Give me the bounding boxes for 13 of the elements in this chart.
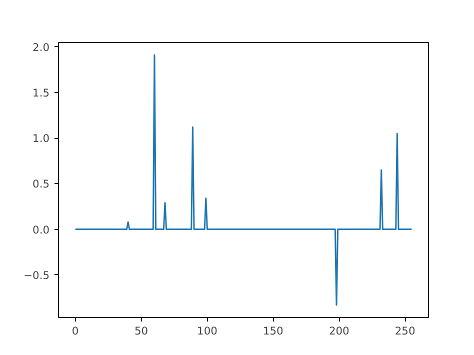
x-tick-label: 0 <box>72 324 79 338</box>
y-tick-label: 0.0 <box>32 223 50 236</box>
y-tick-label: 2.0 <box>32 40 50 54</box>
x-tick-label: 250 <box>394 324 416 338</box>
y-tick-label: −0.5 <box>24 268 50 282</box>
line-series <box>74 54 412 306</box>
x-tick-label: 150 <box>263 324 284 338</box>
y-tick-label: 1.0 <box>32 132 50 146</box>
x-tick-label: 50 <box>134 324 148 338</box>
y-tick-label: 1.5 <box>32 86 50 100</box>
x-tick-label: 200 <box>328 324 350 338</box>
y-tick-label: 0.5 <box>32 178 50 191</box>
x-tick-label: 100 <box>197 324 218 338</box>
